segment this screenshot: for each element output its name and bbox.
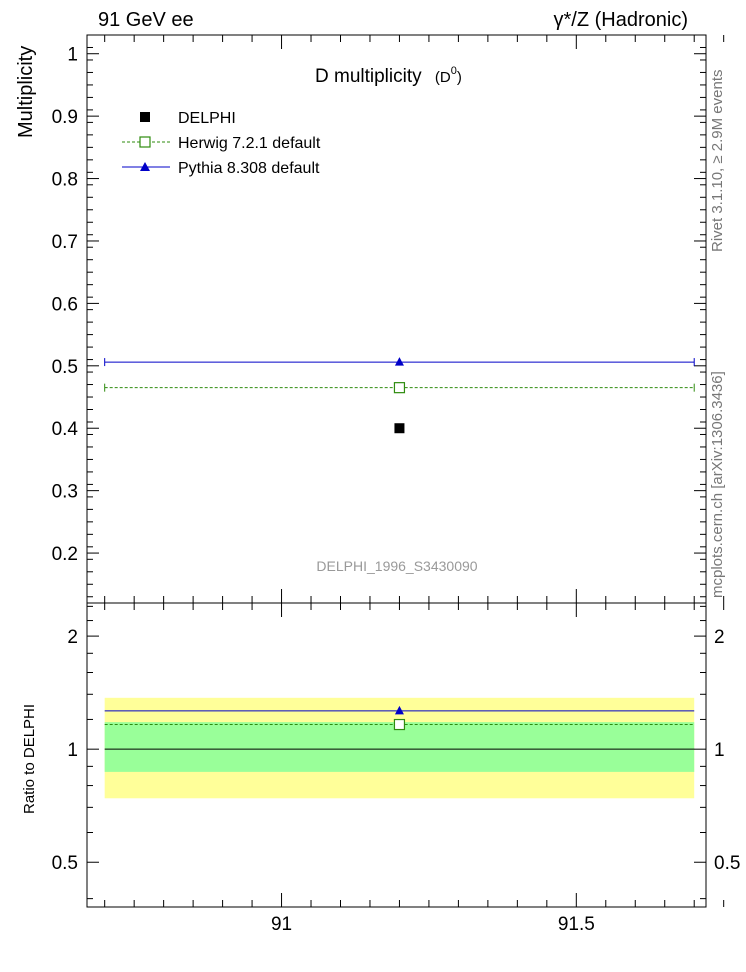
ratio-ytick-label-right: 2 xyxy=(714,627,725,648)
ratio-band-1 xyxy=(104,722,695,772)
main-ylabel: Multiplicity xyxy=(15,46,37,138)
ratio-ytick-label-left: 0.5 xyxy=(52,853,78,874)
main-point-2 xyxy=(394,357,404,366)
ratio-point-0 xyxy=(393,718,406,731)
chart-title-sup: 0 xyxy=(451,65,457,77)
main-ytick-label: 0.8 xyxy=(52,170,78,191)
ratio-plot-panel: Ratio to DELPHI 91 91.5 0.5 0.5 1 1 2 2 xyxy=(21,602,740,935)
chart-title: D multiplicity (D0) xyxy=(315,65,462,87)
main-ytick-label: 0.3 xyxy=(52,482,78,503)
header-left: 91 GeV ee xyxy=(98,9,194,31)
main-ytick-label: 0.6 xyxy=(52,294,78,315)
main-ytick-label: 0.5 xyxy=(52,357,78,378)
ratio-ytick-label-left: 1 xyxy=(67,740,78,761)
ratio-frame xyxy=(86,602,707,908)
main-ytick-label: 0.2 xyxy=(52,544,78,565)
main-point-1 xyxy=(393,382,406,394)
ratio-ytick-label-right: 1 xyxy=(714,740,725,761)
chart-title-main: D multiplicity xyxy=(315,66,422,87)
ratio-point-1 xyxy=(394,705,404,715)
ratio-xtick-label: 91.5 xyxy=(558,914,595,935)
main-ytick-label: 0.7 xyxy=(52,232,78,253)
chart-title-sub: (D xyxy=(435,69,451,86)
ratio-xtick-label: 91 xyxy=(271,914,292,935)
main-ytick-label: 1 xyxy=(67,45,78,66)
ratio-ylabel: Ratio to DELPHI xyxy=(21,704,38,814)
rivet-label: Rivet 3.1.10, ≥ 2.9M events xyxy=(709,70,726,253)
main-ytick-label: 0.4 xyxy=(52,419,79,440)
main-ytick-label: 0.9 xyxy=(52,107,78,128)
legend-label-delphi: DELPHI xyxy=(178,110,236,127)
legend-marker-herwig xyxy=(139,136,151,148)
main-plot-panel: Multiplicity D multiplicity (D0) DELPHI_… xyxy=(15,34,725,604)
ratio-ytick-label-left: 2 xyxy=(67,627,78,648)
legend-marker-pythia xyxy=(140,162,150,171)
header-right: γ*/Z (Hadronic) xyxy=(554,9,688,31)
main-point-0 xyxy=(394,423,405,434)
mcplots-label: mcplots.cern.ch [arXiv:1306.3436] xyxy=(709,371,726,598)
legend: DELPHI Herwig 7.2.1 default Pythia 8.308… xyxy=(122,110,321,177)
legend-label-pythia: Pythia 8.308 default xyxy=(178,160,320,177)
chart-title-close: ) xyxy=(457,69,462,86)
ratio-ytick-label-right: 0.5 xyxy=(714,853,740,874)
legend-marker-delphi xyxy=(140,112,150,122)
legend-label-herwig: Herwig 7.2.1 default xyxy=(178,135,321,152)
analysis-label: DELPHI_1996_S3430090 xyxy=(316,558,477,574)
